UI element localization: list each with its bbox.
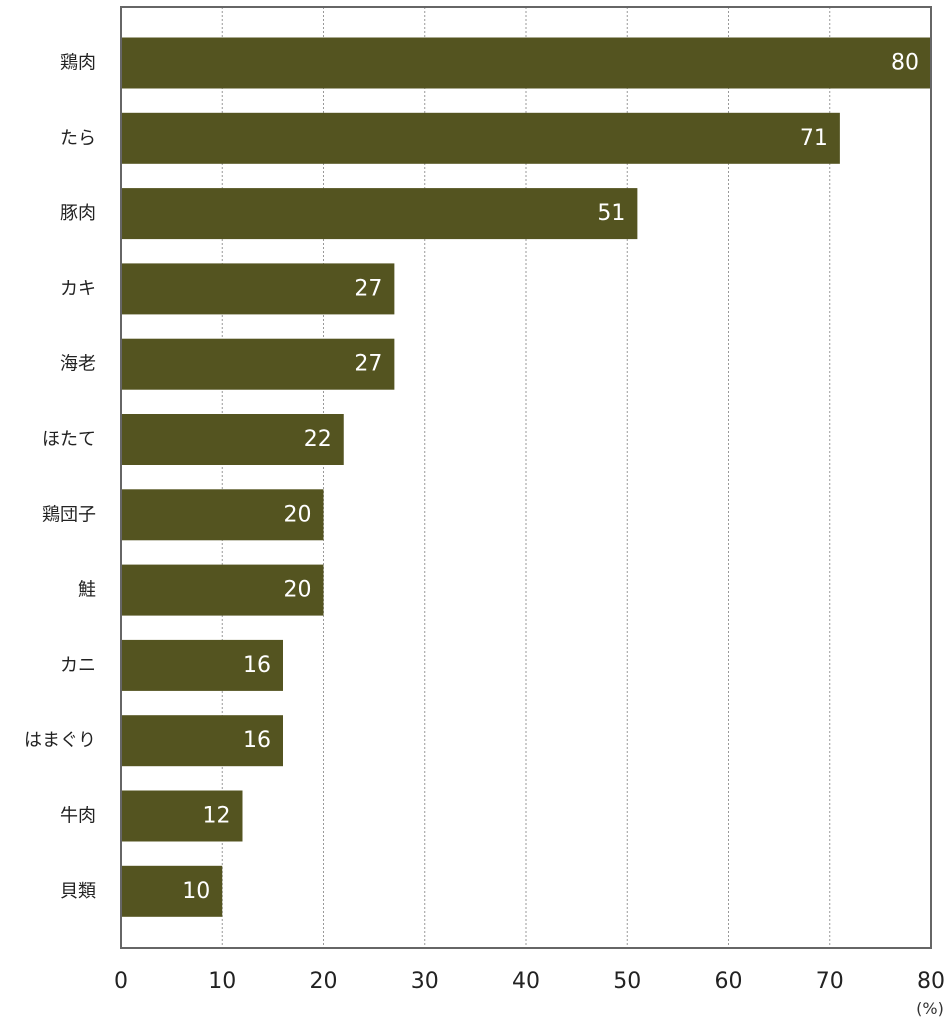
bar-value-label: 27 (354, 276, 382, 301)
category-label: 貝類 (60, 881, 96, 902)
bar-value-label: 20 (284, 578, 312, 603)
plot-border (120, 6, 932, 949)
x-tick-label: 20 (310, 969, 338, 994)
bar (121, 865, 223, 917)
bar-value-label: 12 (203, 804, 231, 829)
bar-value-label: 20 (284, 502, 312, 527)
category-label: カニ (60, 655, 96, 676)
x-tick-label: 0 (114, 969, 128, 994)
bar (121, 715, 283, 767)
category-label: はまぐり (24, 730, 96, 751)
x-unit-label: (%) (916, 999, 944, 1018)
x-tick-label: 40 (512, 969, 540, 994)
bar-value-label: 71 (800, 126, 828, 151)
bar-value-label: 22 (304, 427, 332, 452)
category-label: たら (60, 128, 96, 149)
x-tick-label: 60 (715, 969, 743, 994)
bar-value-label: 51 (597, 201, 625, 226)
bar (121, 37, 931, 89)
plot-frame (120, 6, 932, 949)
bar (121, 489, 324, 541)
bar-value-label: 16 (243, 653, 271, 678)
bars: 80 71 51 27 27 22 20 20 16 16 12 10 (121, 37, 931, 917)
category-label: 海老 (60, 354, 96, 375)
bar (121, 188, 638, 240)
category-label: 鮭 (78, 580, 96, 601)
bar (121, 790, 243, 842)
bar-value-label: 16 (243, 728, 271, 753)
bar (121, 564, 324, 616)
x-tick-label: 30 (411, 969, 439, 994)
bar (121, 338, 395, 390)
x-tick-label: 70 (816, 969, 844, 994)
bar (121, 639, 283, 691)
category-label: ほたて (42, 429, 96, 450)
bar (121, 414, 344, 465)
grid-lines (221, 7, 831, 948)
category-label: 牛肉 (60, 806, 96, 827)
bar (121, 112, 840, 164)
x-tick-label: 10 (208, 969, 236, 994)
x-tick-labels: 0 10 20 30 40 50 60 70 80 (114, 969, 945, 994)
x-tick-label: 50 (613, 969, 641, 994)
x-tick-label: 80 (917, 969, 945, 994)
bar (121, 263, 395, 315)
category-label: カキ (60, 278, 96, 299)
bar-value-label: 10 (182, 879, 210, 904)
category-label: 鶏肉 (60, 53, 96, 74)
bar-value-label: 27 (354, 352, 382, 377)
category-label: 豚肉 (60, 203, 96, 224)
category-label: 鶏団子 (42, 504, 96, 525)
bar-value-label: 80 (891, 51, 919, 76)
